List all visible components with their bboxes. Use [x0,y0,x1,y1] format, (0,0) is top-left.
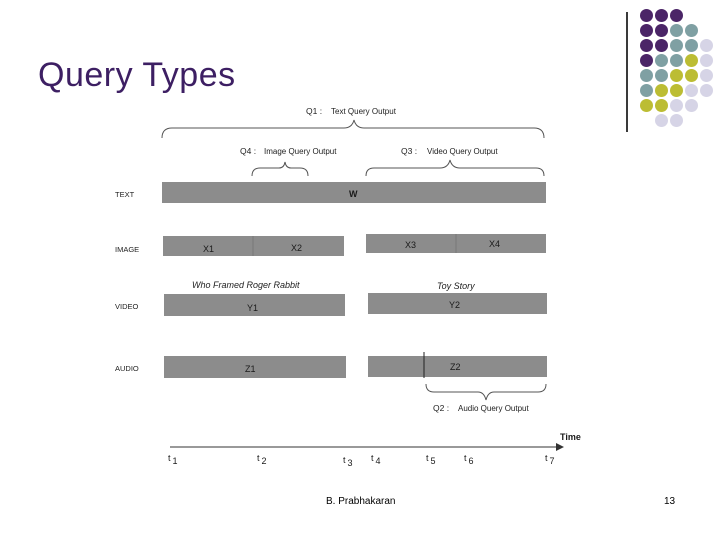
dot-purple [640,24,653,37]
dot-lavender [700,54,713,67]
page-number: 13 [664,496,676,507]
video-bar-right [368,293,547,314]
dot-lavender [700,39,713,52]
decorative-divider-line [626,12,628,132]
dot-teal [655,54,668,67]
dot-purple [655,39,668,52]
time-axis-label: Time [560,432,581,442]
dot-lavender [670,114,683,127]
segment-w: W [349,189,358,199]
footer-author: B. Prabhakaran [326,496,396,507]
q3-brace [365,159,545,177]
dot-lavender [685,99,698,112]
segment-x3: X3 [405,240,416,250]
dot-teal [670,24,683,37]
dot-purple [640,39,653,52]
row-label-image: IMAGE [115,245,139,254]
movie-title-1: Who Framed Roger Rabbit [192,280,300,290]
segment-y1: Y1 [247,303,258,313]
time-axis-arrow [556,443,564,451]
row-label-video: VIDEO [115,302,139,311]
q1-label: Text Query Output [331,107,397,116]
q3-label: Video Query Output [427,147,498,156]
dot-teal [655,69,668,82]
dot-lavender [685,84,698,97]
slide-title: Query Types [38,56,236,94]
q3-id: Q3 : [401,146,417,156]
dot-teal [640,69,653,82]
dot-teal [685,39,698,52]
dot-lavender [700,84,713,97]
q4-brace [251,161,309,177]
audio-bar-left [164,356,346,378]
dot-lavender [655,114,668,127]
q2-id: Q2 : [433,403,449,413]
q1-id: Q1 : [306,106,322,116]
dot-purple [670,9,683,22]
q2-label: Audio Query Output [458,404,529,413]
dot-olive [655,99,668,112]
dot-teal [640,84,653,97]
dot-lavender [670,99,683,112]
segment-x4: X4 [489,239,500,249]
dot-purple [655,9,668,22]
dot-olive [685,69,698,82]
dot-lavender [700,69,713,82]
dot-purple [655,24,668,37]
q4-id: Q4 : [240,146,256,156]
dot-purple [640,9,653,22]
movie-title-2: Toy Story [437,281,475,291]
q2-brace [425,383,547,401]
dot-olive [685,54,698,67]
segment-z2: Z2 [450,362,461,372]
q1-brace [161,119,545,139]
dot-olive [640,99,653,112]
dot-teal [670,54,683,67]
segment-x1: X1 [203,244,214,254]
q4-label: Image Query Output [264,147,337,156]
row-label-text: TEXT [115,190,135,199]
row-label-audio: AUDIO [115,364,139,373]
dot-olive [670,84,683,97]
dot-teal [685,24,698,37]
segment-z1: Z1 [245,364,256,374]
video-bar-left [164,294,345,316]
audio-bar-right [368,356,547,377]
dot-olive [670,69,683,82]
dot-teal [670,39,683,52]
dot-olive [655,84,668,97]
text-bar [162,182,546,203]
segment-x2: X2 [291,243,302,253]
segment-y2: Y2 [449,300,460,310]
dot-purple [640,54,653,67]
